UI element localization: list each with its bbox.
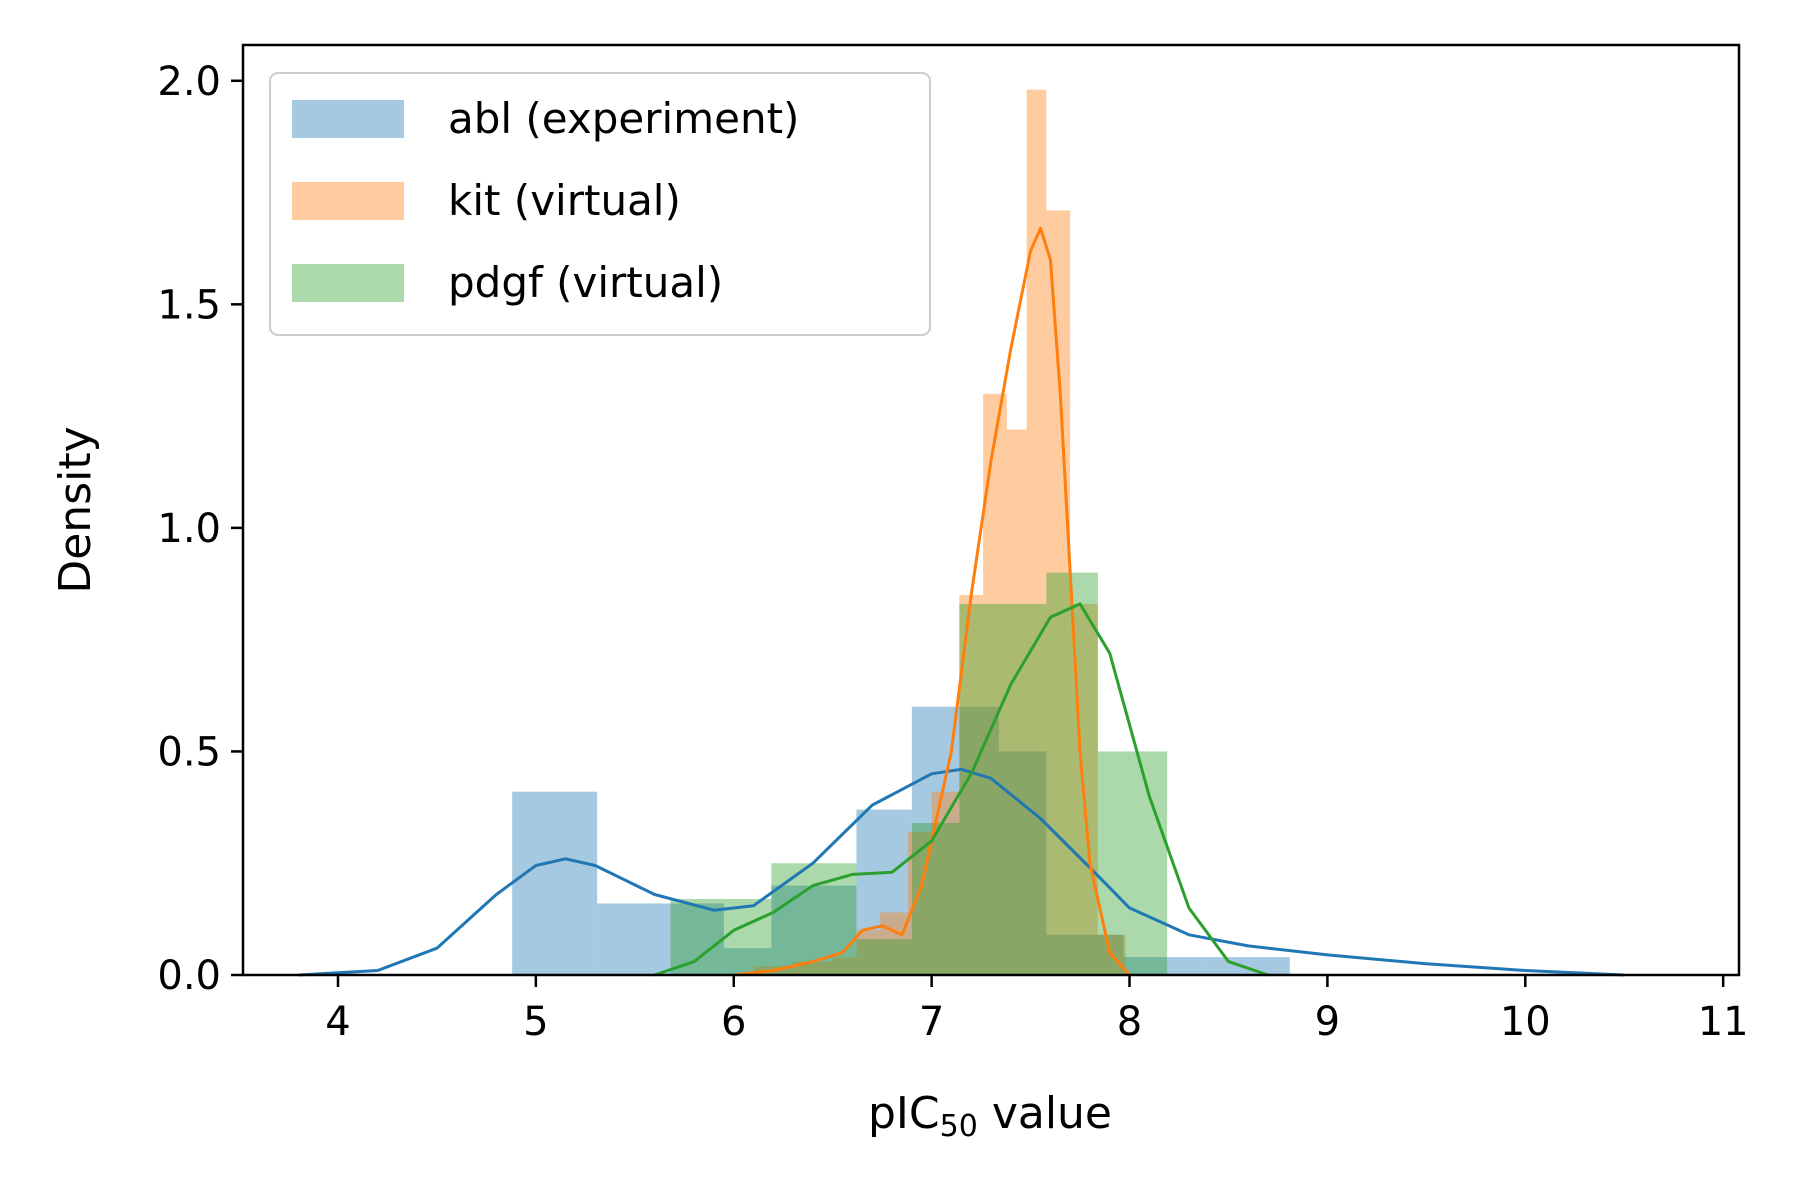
pdgf-histogram-bar xyxy=(856,939,912,975)
y-tick-label: 0.0 xyxy=(157,953,221,999)
x-tick-label: 10 xyxy=(1500,999,1551,1045)
x-axis-title-main: pIC xyxy=(868,1088,940,1139)
x-tick-label: 8 xyxy=(1117,999,1142,1045)
pdgf-legend-swatch xyxy=(292,264,404,302)
legend-frame xyxy=(269,72,931,336)
abl-histogram-bar xyxy=(512,791,598,975)
abl-histogram-bar xyxy=(998,751,1047,975)
kit-histogram-bar xyxy=(959,594,984,975)
pdgf-histogram-bar xyxy=(670,898,772,975)
y-tick-label: 1.5 xyxy=(157,282,221,328)
pdgf-histogram-bar xyxy=(911,822,960,975)
pdgf-histogram-bar xyxy=(1097,751,1168,975)
x-tick-label: 11 xyxy=(1698,999,1749,1045)
x-tick-label: 6 xyxy=(721,999,746,1045)
y-tick-label: 0.5 xyxy=(157,729,221,775)
legend: abl (experiment) kit (virtual) pdgf (virtu… xyxy=(269,72,931,336)
y-axis-ticks: 0.0 0.5 1.0 1.5 2.0 xyxy=(157,59,243,999)
x-tick-label: 7 xyxy=(919,999,944,1045)
y-tick-label: 1.0 xyxy=(157,506,221,552)
abl-legend-swatch xyxy=(292,100,404,138)
x-tick-label: 4 xyxy=(325,999,350,1045)
kit-histogram-bar xyxy=(1046,210,1071,976)
kit-legend-label: kit (virtual) xyxy=(448,176,681,225)
kde-curves xyxy=(298,226,1625,977)
abl-histogram-bar xyxy=(1206,957,1290,975)
abl-histogram-bar xyxy=(959,706,999,975)
abl-legend-label: abl (experiment) xyxy=(448,94,799,143)
x-tick-label: 9 xyxy=(1315,999,1340,1045)
kit-histogram-bar xyxy=(856,930,881,975)
pdgf-histogram-bar xyxy=(771,863,857,975)
abl-kde-line xyxy=(298,767,1625,977)
kit-histogram-bar xyxy=(832,957,857,975)
x-axis-title-suffix: value xyxy=(978,1088,1112,1139)
kit-histogram-bar xyxy=(880,912,908,975)
x-axis-title-subscript: 50 xyxy=(940,1109,978,1144)
y-axis-title: Density xyxy=(50,426,101,593)
plot-frame xyxy=(241,43,1741,977)
pdgf-kde-line xyxy=(654,602,1269,977)
x-tick-label: 5 xyxy=(523,999,548,1045)
abl-histogram-bar xyxy=(597,903,724,975)
kit-histogram-bar xyxy=(1026,89,1047,975)
x-axis-ticks: 4 5 6 7 8 9 10 11 xyxy=(325,975,1749,1045)
pdgf-legend-label: pdgf (virtual) xyxy=(448,258,723,307)
kit-histogram-bar xyxy=(1006,429,1027,975)
kit-histogram-bar xyxy=(983,393,1007,975)
kit-legend-swatch xyxy=(292,182,404,220)
kit-kde-line xyxy=(733,226,1131,977)
abl-histogram-bar xyxy=(1123,957,1207,975)
x-axis-title: pIC50 value xyxy=(868,1088,1112,1144)
pdgf-histogram-bar xyxy=(1046,572,1098,975)
abl-histogram-bar xyxy=(856,809,912,975)
y-tick-label: 2.0 xyxy=(157,59,221,105)
